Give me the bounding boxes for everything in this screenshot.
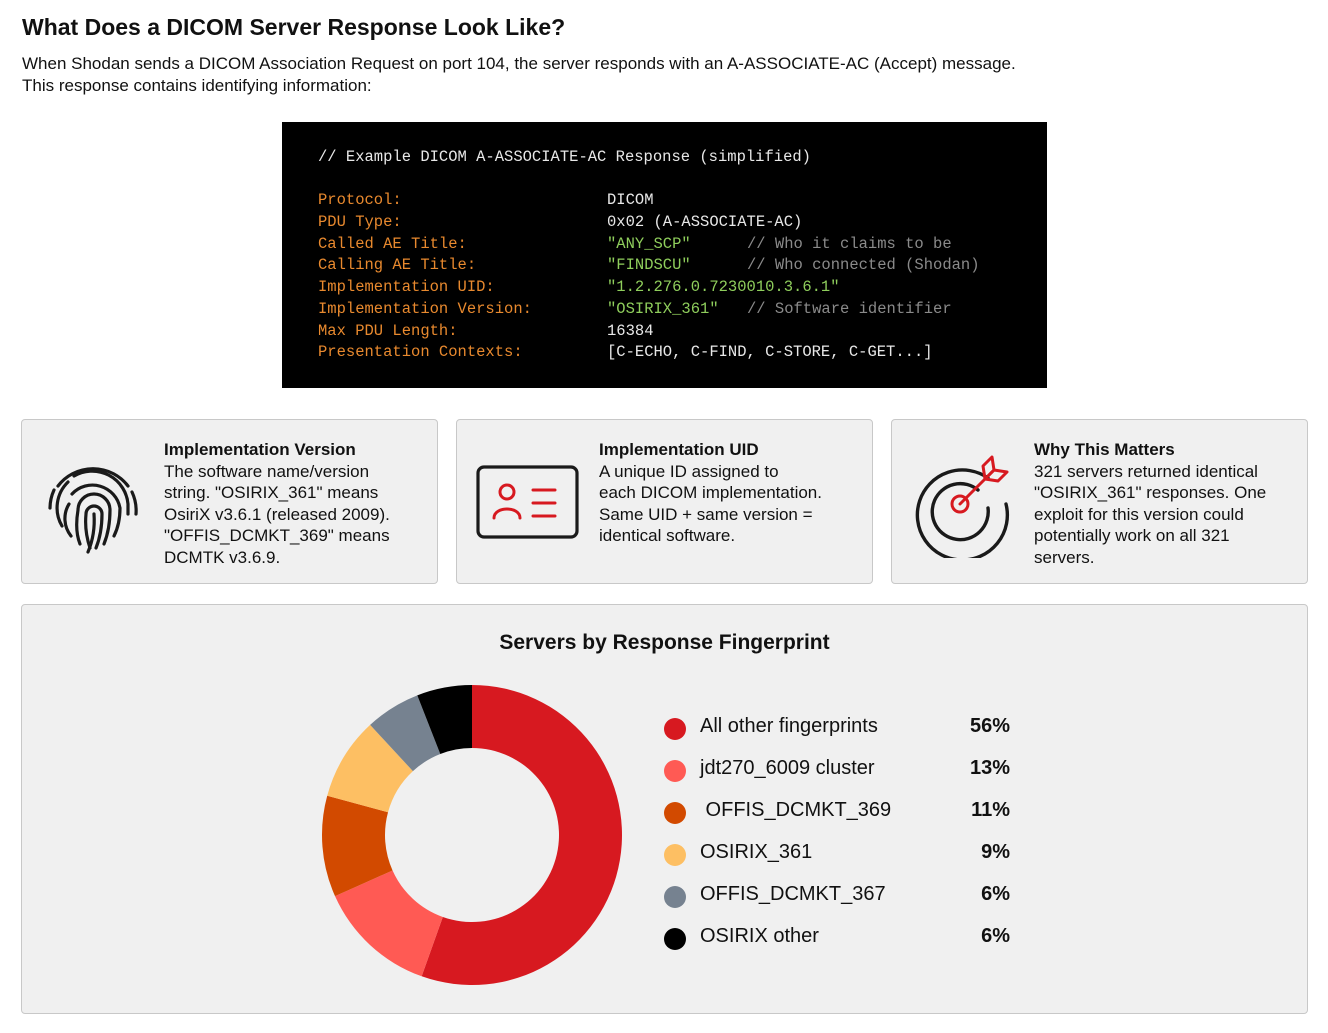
- legend-value: 9%: [981, 841, 1010, 863]
- chart-panel: Servers by Response Fingerprint All othe…: [21, 604, 1308, 1014]
- card-line: A unique ID assigned to: [599, 461, 779, 481]
- legend-label: OFFIS_DCMKT_369: [700, 799, 892, 821]
- id-card-icon: [476, 465, 579, 539]
- code-value: DICOM: [607, 191, 654, 209]
- card-heading: Why This Matters: [1034, 440, 1175, 459]
- code-key: Protocol:: [318, 191, 402, 209]
- card-heading: Implementation Version: [164, 440, 356, 459]
- card-text: Why This Matters 321 servers returned id…: [1034, 439, 1302, 569]
- card-line: "OFFIS_DCMKT_369" means: [164, 526, 390, 546]
- legend-swatch: [664, 928, 686, 950]
- card-why-this-matters: Why This Matters 321 servers returned id…: [891, 419, 1308, 584]
- legend-item: OFFIS_DCMKT_369 11%: [662, 794, 1022, 836]
- card-line: The software name/version: [164, 461, 370, 481]
- code-key: PDU Type:: [318, 212, 402, 231]
- target-icon: [915, 455, 1010, 558]
- code-key: Implementation Version:: [318, 299, 532, 318]
- fingerprint-icon: [48, 467, 138, 554]
- code-row: Calling AE Title: "FINDSCU" // Who connect…: [318, 256, 1038, 278]
- legend-label: OFFIS_DCMKT_367: [700, 883, 886, 905]
- page-title: What Does a DICOM Server Response Look L…: [22, 14, 566, 40]
- code-row: Presentation Contexts: [C-ECHO, C-FIND, C…: [318, 343, 1038, 365]
- code-value: "FINDSCU": [607, 256, 691, 275]
- legend-label: OSIRIX_361: [700, 841, 813, 863]
- legend-item: OSIRIX other 6%: [662, 920, 1022, 962]
- code-comment: // Example DICOM A-ASSOCIATE-AC Response…: [318, 148, 811, 166]
- code-row: Protocol: DICOM: [318, 191, 1038, 213]
- code-row: Implementation Version: "OSIRIX_361" // So…: [318, 300, 1038, 322]
- legend-label: All other fingerprints: [700, 715, 878, 737]
- donut-chart: [322, 685, 622, 985]
- legend-swatch: [664, 760, 686, 782]
- chart-legend: All other fingerprints 56% jdt270_6009 clu…: [662, 710, 1022, 962]
- legend-label: OSIRIX other: [700, 925, 819, 947]
- code-value: "1.2.276.0.7230010.3.6.1": [607, 278, 840, 296]
- intro-line-1: When Shodan sends a DICOM Association Re…: [22, 54, 1016, 73]
- card-line: string. "OSIRIX_361" means: [164, 483, 379, 503]
- donut-slice: [370, 695, 441, 772]
- donut-slice: [335, 870, 443, 977]
- code-value: [C-ECHO, C-FIND, C-STORE, C-GET...]: [607, 343, 933, 362]
- donut-slice: [322, 795, 393, 897]
- donut-slice: [421, 685, 622, 985]
- code-key: Implementation UID:: [318, 278, 495, 296]
- legend-item: All other fingerprints 56%: [662, 710, 1022, 752]
- card-text: Implementation Version The software name…: [164, 439, 432, 569]
- card-line: "OSIRIX_361" responses. One: [1034, 483, 1267, 503]
- card-line: each DICOM implementation.: [599, 483, 822, 503]
- code-comment-inline: // Who it claims to be: [747, 234, 952, 253]
- code-row: Max PDU Length: 16384: [318, 322, 1038, 344]
- legend-swatch: [664, 844, 686, 866]
- code-comment-inline: // Software identifier: [747, 299, 952, 318]
- intro-text: When Shodan sends a DICOM Association Re…: [22, 53, 1302, 97]
- code-key: Max PDU Length:: [318, 321, 458, 340]
- chart-title: Servers by Response Fingerprint: [499, 631, 830, 654]
- legend-value: 13%: [969, 757, 1010, 779]
- code-value: 16384: [607, 321, 654, 340]
- code-row: PDU Type: 0x02 (A-ASSOCIATE-AC): [318, 213, 1038, 235]
- code-value: "OSIRIX_361": [607, 299, 719, 318]
- code-row: Called AE Title: "ANY_SCP" // Who it claim…: [318, 235, 1038, 257]
- card-text: Implementation UID A unique ID assigned …: [599, 439, 867, 547]
- code-comment-inline: // Who connected (Shodan): [747, 256, 980, 275]
- legend-value: 6%: [981, 883, 1010, 905]
- card-implementation-uid: Implementation UID A unique ID assigned …: [456, 419, 873, 584]
- legend-value: 11%: [971, 799, 1010, 821]
- legend-value: 56%: [969, 715, 1010, 737]
- card-line: potentially work on all 321: [1034, 526, 1230, 546]
- donut-slice: [327, 724, 413, 813]
- code-value: 0x02 (A-ASSOCIATE-AC): [607, 212, 803, 231]
- card-heading: Implementation UID: [599, 440, 759, 459]
- code-block: // Example DICOM A-ASSOCIATE-AC Response…: [282, 122, 1047, 388]
- card-line: OsiriX v3.6.1 (released 2009).: [164, 504, 390, 524]
- donut-slice: [417, 685, 472, 754]
- legend-swatch: [664, 802, 686, 824]
- legend-label: jdt270_6009 cluster: [700, 757, 875, 779]
- legend-item: jdt270_6009 cluster 13%: [662, 752, 1022, 794]
- legend-swatch: [664, 718, 686, 740]
- code-value: "ANY_SCP": [607, 234, 691, 253]
- legend-swatch: [664, 886, 686, 908]
- card-line: exploit for this version could: [1034, 504, 1244, 524]
- code-key: Presentation Contexts:: [318, 343, 523, 362]
- card-line: DCMTK v3.6.9.: [164, 547, 281, 567]
- legend-value: 6%: [981, 925, 1010, 947]
- legend-item: OFFIS_DCMKT_367 6%: [662, 878, 1022, 920]
- card-line: 321 servers returned identical: [1034, 461, 1258, 481]
- code-row: Implementation UID: "1.2.276.0.7230010.3.…: [318, 278, 1038, 300]
- card-line: Same UID + same version =: [599, 504, 813, 524]
- legend-item: OSIRIX_361 9%: [662, 836, 1022, 878]
- intro-line-2: This response contains identifying infor…: [22, 76, 372, 95]
- card-line: servers.: [1034, 547, 1095, 567]
- code-key: Called AE Title:: [318, 234, 467, 253]
- card-implementation-version: Implementation Version The software name…: [21, 419, 438, 584]
- card-line: identical software.: [599, 526, 736, 546]
- code-key: Calling AE Title:: [318, 256, 477, 275]
